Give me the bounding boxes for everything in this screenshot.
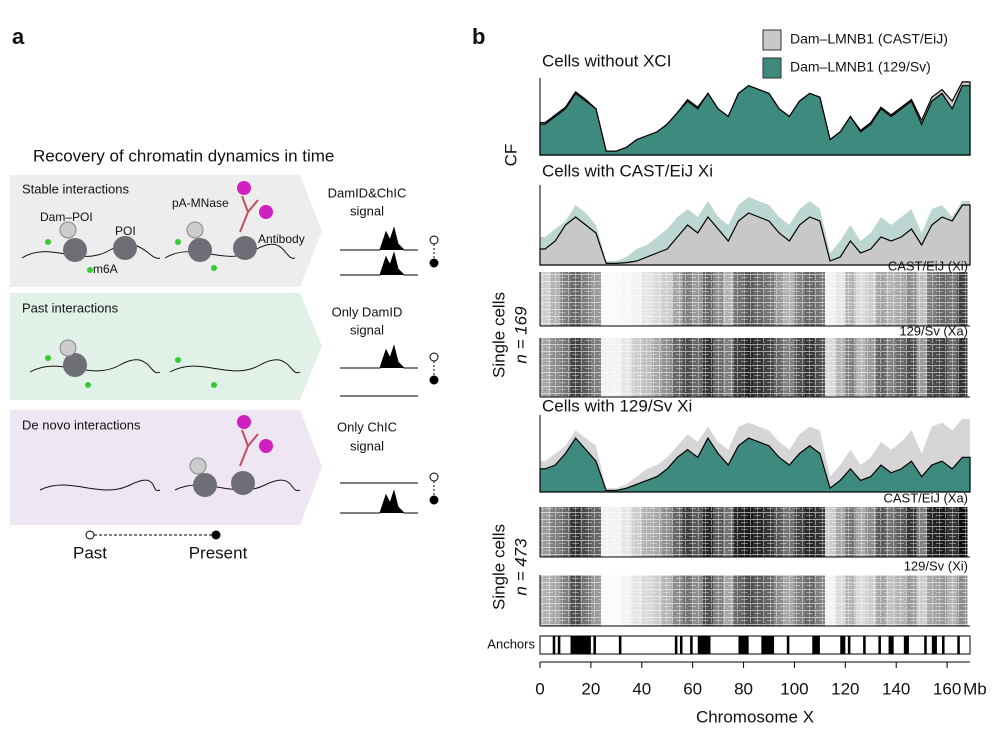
anchor [786, 636, 790, 654]
row-title: Past interactions [22, 300, 119, 315]
anchor [840, 636, 846, 654]
anchors-box [539, 635, 971, 655]
track-title: Cells without XCI [542, 51, 671, 70]
track-title: Cells with 129/Sv Xi [542, 396, 692, 415]
anchor [618, 636, 622, 654]
anchor [557, 636, 561, 654]
annotation: Dam–POI [40, 210, 93, 224]
single-cells-label: Single cells [489, 292, 508, 378]
panel-title: Recovery of chromatin dynamics in time [33, 146, 334, 165]
track-title: Cells with CAST/EiJ Xi [542, 161, 713, 180]
x-tick-label: 120 [831, 679, 859, 698]
annotation: POI [115, 224, 136, 238]
timeline-label: Present [189, 543, 248, 562]
annotation: pA-MNase [172, 196, 229, 210]
anchor [690, 636, 693, 654]
row-box [10, 410, 322, 525]
heatmap-texture [540, 272, 970, 326]
single-cells-n: n = 169 [511, 306, 530, 364]
heatmap-label: 129/Sv (Xa) [899, 323, 968, 338]
cf-area [539, 436, 971, 493]
signal-label: signal [350, 203, 384, 218]
panel-label: a [12, 24, 25, 49]
signal-label: signal [350, 322, 384, 337]
anchor [863, 636, 866, 654]
signal-label: Only ChIC [337, 419, 397, 434]
x-unit: Mb [963, 679, 987, 698]
anchor [942, 636, 945, 654]
annotation: m6A [93, 262, 118, 276]
x-tick-label: 60 [683, 679, 702, 698]
anchor [679, 636, 683, 654]
legend-label: Dam–LMNB1 (129/Sv) [790, 59, 931, 75]
x-axis-label: Chromosome X [696, 707, 814, 726]
x-tick-label: 0 [535, 679, 544, 698]
anchor [847, 636, 851, 654]
anchor [888, 636, 894, 654]
legend-swatch [762, 57, 782, 79]
single-cells-label: Single cells [489, 524, 508, 610]
heatmap-texture [540, 575, 970, 626]
heatmap-label: CAST/EiJ (Xi) [888, 258, 968, 273]
heatmap-label: CAST/EiJ (Xa) [883, 490, 968, 505]
signal-label: DamID&ChIC [328, 185, 407, 200]
legend-swatch [762, 29, 782, 51]
x-tick-label: 100 [780, 679, 808, 698]
anchor [924, 636, 927, 654]
cf-area [539, 204, 971, 266]
x-tick-label: 80 [734, 679, 753, 698]
anchor [931, 636, 937, 654]
anchor [697, 636, 711, 654]
anchor [674, 636, 678, 654]
anchor [957, 636, 960, 654]
anchor [812, 636, 820, 654]
anchors-label: Anchors [487, 636, 535, 651]
signal-tracks [85, 226, 439, 540]
x-tick-label: 20 [581, 679, 600, 698]
anchor [878, 636, 881, 654]
signal-label: Only DamID [332, 304, 403, 319]
heatmap-texture [540, 338, 970, 397]
signal-label: signal [350, 438, 384, 453]
anchor [903, 636, 909, 654]
x-tick-label: 160 [933, 679, 961, 698]
heatmap-label: 129/Sv (Xi) [904, 558, 968, 573]
single-cells-n: n = 473 [511, 538, 530, 596]
anchor [552, 636, 556, 654]
schematics [21, 181, 301, 497]
x-tick-label: 140 [882, 679, 910, 698]
row-title: De novo interactions [22, 417, 141, 432]
anchor [761, 636, 775, 654]
legend-label: Dam–LMNB1 (CAST/EiJ) [790, 31, 948, 47]
row-title: Stable interactions [22, 181, 129, 196]
cf-area [539, 85, 971, 156]
timeline-label: Past [73, 543, 107, 562]
y-axis-label: CF [501, 144, 520, 167]
row-box [10, 293, 322, 400]
anchor [593, 636, 596, 654]
anchor [570, 636, 591, 654]
panel-label: b [472, 24, 485, 49]
x-tick-label: 40 [632, 679, 651, 698]
annotation: Antibody [258, 232, 305, 246]
heatmap-texture [540, 507, 970, 557]
anchor [738, 636, 749, 654]
